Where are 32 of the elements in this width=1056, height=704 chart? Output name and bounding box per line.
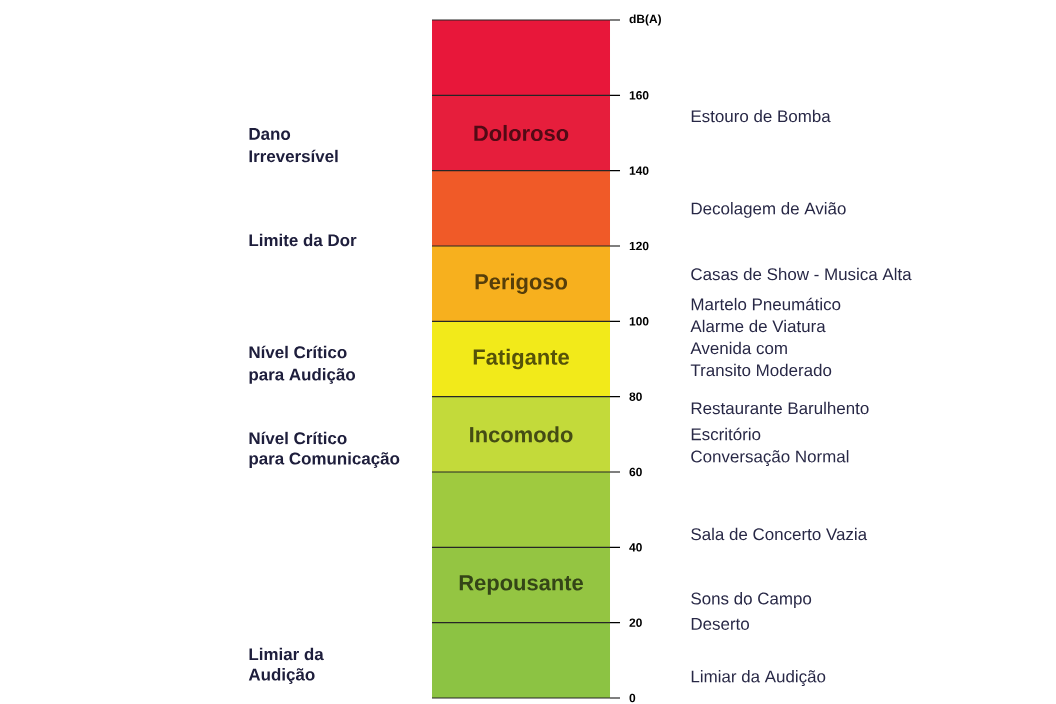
- text: Limite da Dor: [249, 233, 357, 247]
- text: Martelo Pneumático: [691, 297, 841, 311]
- series-label: Incomodo: [470, 426, 573, 443]
- series-label: Perigoso: [475, 273, 568, 294]
- series-label: Fatigante: [473, 348, 569, 370]
- text: Escritório: [691, 427, 761, 441]
- text: para Audição: [249, 368, 356, 384]
- bar: [432, 170, 611, 246]
- text: Casas de Show - Musica Alta: [691, 267, 912, 281]
- text: Irreversível: [249, 149, 338, 163]
- text: Sala de Concerto Vazia: [691, 527, 868, 541]
- text: para Comunicação: [249, 452, 400, 468]
- series-label: Repousante: [459, 575, 583, 595]
- text: Nível Crítico: [249, 345, 347, 359]
- text: Limiar da Audição: [691, 670, 826, 686]
- text: Avenida com: [690, 341, 787, 355]
- text: Restaurante Barulhento: [691, 401, 869, 415]
- text: Alarme de Viatura: [690, 319, 826, 333]
- text: Nível Crítico: [249, 431, 347, 445]
- text: Deserto: [691, 618, 749, 630]
- text: Audição: [248, 668, 315, 684]
- bar: [432, 396, 611, 472]
- text: Decolagem de Avião: [691, 202, 846, 218]
- bar: [432, 321, 611, 397]
- text: Estouro de Bomba: [691, 109, 831, 123]
- series-label: Doloroso: [474, 124, 569, 142]
- text: Dano: [249, 128, 291, 140]
- text: Transito Moderado: [690, 363, 832, 377]
- text: Sons do Campo: [691, 592, 812, 608]
- text: Conversação Normal: [691, 450, 849, 466]
- bar: [432, 245, 611, 322]
- text: Limiar da: [249, 647, 324, 661]
